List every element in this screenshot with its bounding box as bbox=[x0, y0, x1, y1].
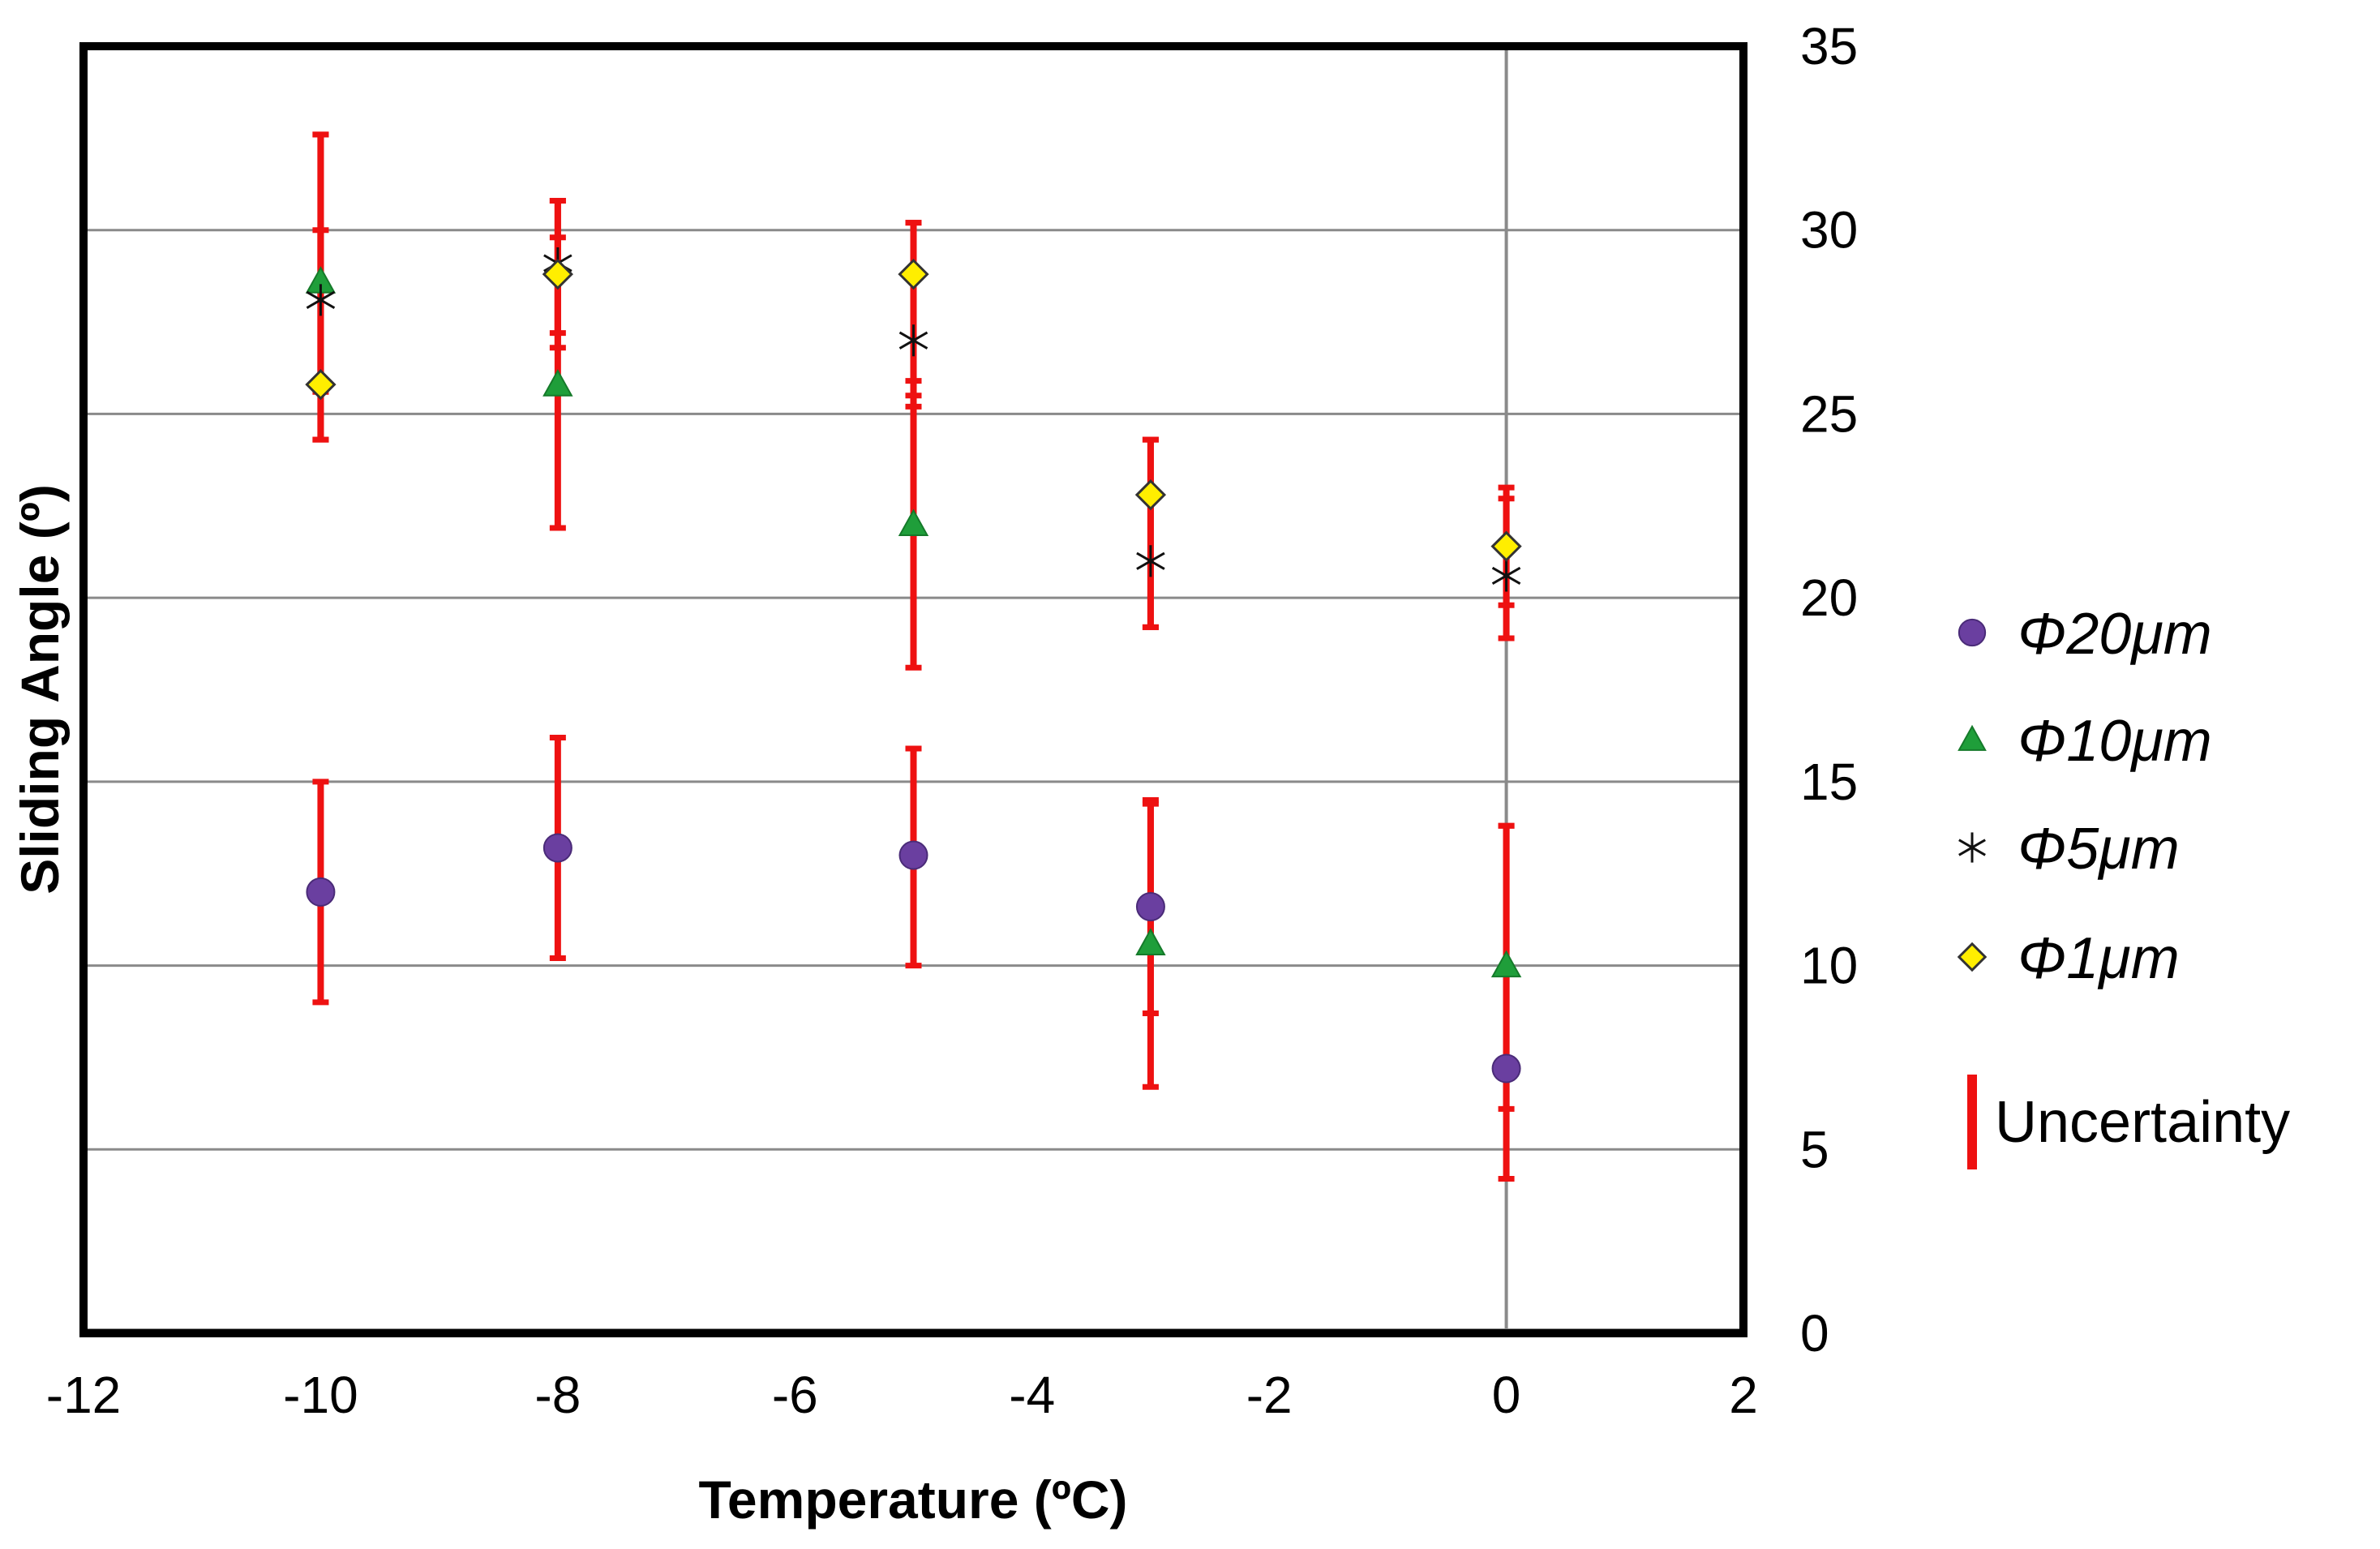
data-point-diamond bbox=[1490, 530, 1522, 562]
asterisk-stroke bbox=[1491, 566, 1521, 586]
x-tick-labels: -12 -10 -8 -6 -4 -2 0 2 bbox=[46, 1366, 1758, 1424]
x-tick-label: 0 bbox=[1492, 1366, 1521, 1424]
data-point-asterisk bbox=[1491, 560, 1521, 592]
x-tick-label: -2 bbox=[1246, 1366, 1293, 1424]
data-point-triangle bbox=[1135, 928, 1166, 955]
data-point-diamond bbox=[1134, 479, 1167, 511]
x-tick-label: -6 bbox=[772, 1366, 818, 1424]
x-tick-label: 2 bbox=[1729, 1366, 1758, 1424]
x-tick-label: -8 bbox=[534, 1366, 581, 1424]
data-point-asterisk bbox=[898, 324, 928, 357]
y-tick-label: 20 bbox=[1800, 569, 1858, 627]
data-point-diamond bbox=[542, 259, 573, 290]
data-point-triangle bbox=[1490, 950, 1522, 978]
legend: Φ20μm Φ10μm Φ5μm Φ1μm Uncertainty bbox=[1957, 602, 2290, 1169]
y-tick-label: 15 bbox=[1800, 753, 1858, 811]
data-point-circle bbox=[898, 840, 928, 870]
legend-label: Φ5μm bbox=[2018, 817, 2180, 882]
plot-frame bbox=[79, 42, 1747, 1337]
data-point-circle bbox=[1135, 892, 1165, 922]
legend-marker-circle bbox=[1958, 618, 1987, 647]
y-tick-labels: 0 5 10 15 20 25 30 35 bbox=[1800, 17, 1858, 1362]
legend-marker-triangle bbox=[1958, 724, 1987, 751]
legend-label: Φ20μm bbox=[2018, 602, 2212, 667]
legend-marker-diamond bbox=[1957, 942, 1988, 972]
legend-label: Φ1μm bbox=[2018, 926, 2180, 991]
data-point-triangle bbox=[898, 508, 929, 537]
y-tick-label: 0 bbox=[1800, 1304, 1829, 1362]
data-point-circle bbox=[306, 877, 336, 907]
asterisk-stroke bbox=[1958, 839, 1986, 856]
x-tick-label: -4 bbox=[1009, 1366, 1055, 1424]
asterisk-stroke bbox=[306, 290, 336, 309]
data-point-triangle bbox=[542, 369, 573, 397]
legend-label: Φ10μm bbox=[2018, 709, 2212, 774]
data-point-asterisk bbox=[1136, 545, 1165, 577]
y-tick-label: 5 bbox=[1800, 1120, 1829, 1178]
data-point-circle bbox=[1491, 1053, 1521, 1083]
y-tick-label: 25 bbox=[1800, 384, 1858, 443]
asterisk-stroke bbox=[1136, 551, 1165, 570]
y-tick-label: 10 bbox=[1800, 937, 1858, 995]
asterisk-stroke bbox=[898, 331, 928, 350]
data-point-asterisk bbox=[306, 284, 336, 316]
y-axis-title: Sliding Angle (º) bbox=[10, 484, 70, 895]
legend-marker-asterisk bbox=[1958, 832, 1986, 863]
data-point-diamond bbox=[305, 369, 337, 401]
data-point-diamond bbox=[898, 259, 929, 290]
data-point-circle bbox=[542, 833, 572, 863]
x-tick-label: -12 bbox=[46, 1366, 122, 1424]
y-tick-label: 35 bbox=[1800, 17, 1858, 75]
legend-label-uncertainty: Uncertainty bbox=[1995, 1090, 2290, 1155]
x-tick-label: -10 bbox=[283, 1366, 358, 1424]
x-axis-title: Temperature (ºC) bbox=[699, 1470, 1128, 1530]
data-markers bbox=[305, 247, 1522, 1083]
y-tick-label: 30 bbox=[1800, 201, 1858, 260]
